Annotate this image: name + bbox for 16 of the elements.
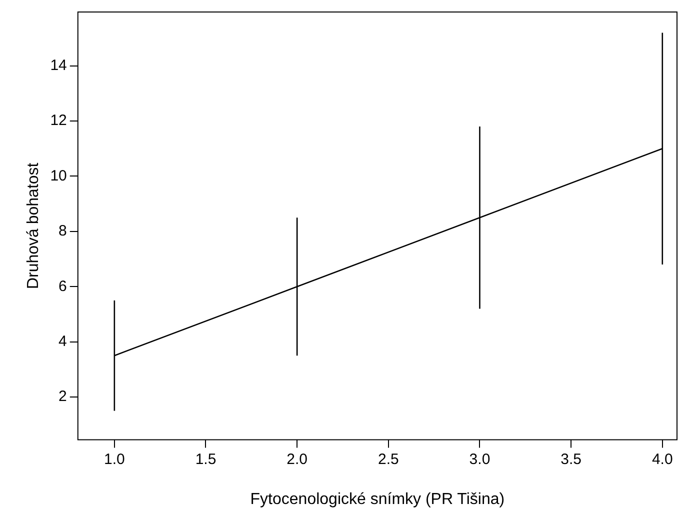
y-tick-label: 8	[58, 222, 67, 240]
y-tick-label: 2	[58, 388, 67, 406]
x-tick-label: 3.5	[560, 450, 582, 468]
y-tick-label: 6	[58, 278, 67, 295]
x-tick-label: 1.0	[104, 450, 125, 468]
y-axis-title: Druhová bohatost	[25, 162, 42, 290]
x-axis-title: Fytocenologické snímky (PR Tišina)	[250, 490, 505, 508]
x-tick-label: 2.0	[286, 450, 308, 468]
x-tick-label: 4.0	[652, 450, 673, 468]
y-tick-label: 14	[50, 56, 67, 74]
x-tick-label: 2.5	[378, 450, 399, 468]
y-tick-label: 4	[58, 332, 67, 350]
x-tick-label: 1.5	[195, 450, 216, 468]
y-tick-label: 10	[50, 167, 67, 184]
y-tick-label: 12	[50, 112, 67, 130]
x-tick-label: 3.0	[469, 450, 490, 468]
